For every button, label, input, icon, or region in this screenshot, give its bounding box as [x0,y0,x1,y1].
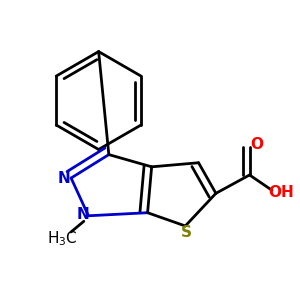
Text: O: O [251,137,264,152]
Text: N: N [76,207,89,222]
Text: OH: OH [268,185,294,200]
Text: S: S [181,225,192,240]
Text: H$_3$C: H$_3$C [47,230,78,248]
Text: N: N [58,170,71,185]
